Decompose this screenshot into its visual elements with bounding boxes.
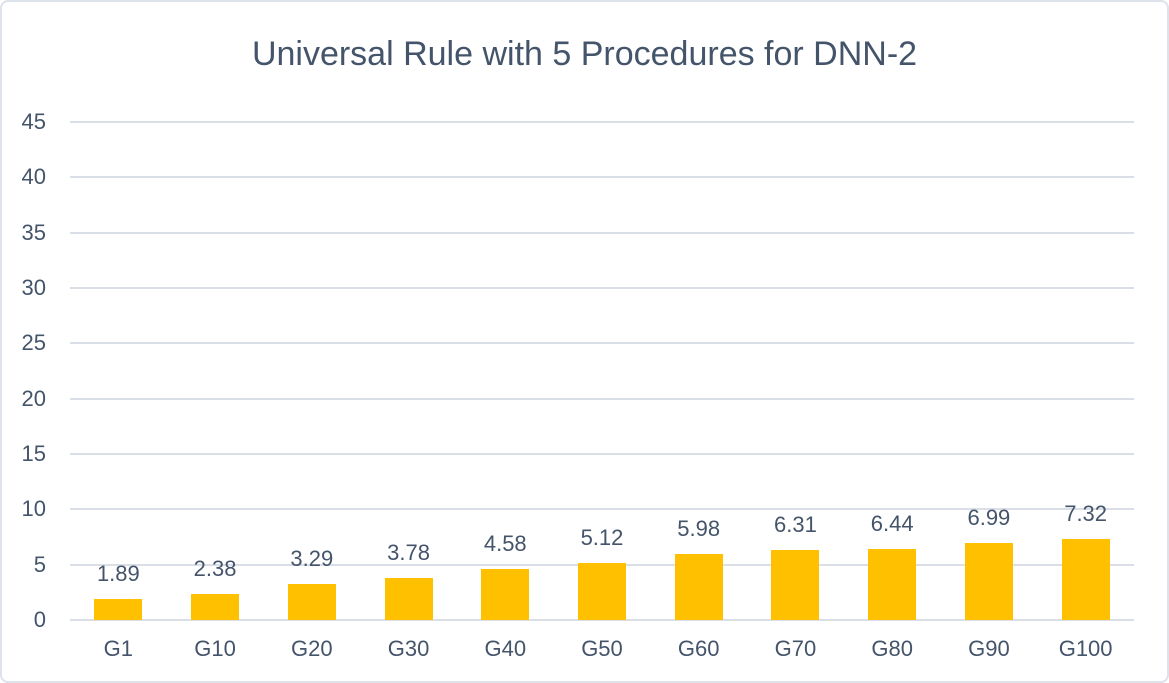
x-axis-tick-label: G30 [387, 636, 430, 661]
x-axis-tick-label: G20 [291, 636, 333, 661]
bar-column: 2.38 [167, 122, 264, 620]
x-axis-tick-label: G10 [194, 636, 236, 661]
data-label: 6.44 [870, 510, 914, 536]
bar [771, 550, 820, 620]
x-axis-tick-label: G100 [1058, 636, 1113, 661]
x-axis-tick-label: G70 [774, 636, 817, 661]
bar [577, 563, 626, 620]
gridline [70, 397, 1134, 400]
bar [287, 583, 336, 620]
plot-area: 1.89 2.38 3.29 3.78 4.58 5.12 5.98 6.31 6.44 6.99… [70, 121, 1134, 621]
y-axis-tick-label: 5 [33, 551, 46, 577]
x-axis: G1 G10 G20 G30 G40 G50 G60 G70 G80 G90 G100 [70, 637, 1134, 663]
y-axis-tick-label: 15 [21, 441, 46, 467]
y-axis-tick-label: 20 [21, 385, 46, 411]
data-label: 5.98 [677, 515, 721, 541]
y-axis-tick-label: 25 [21, 330, 46, 356]
x-axis-tick-label: G90 [968, 636, 1010, 661]
x-axis-tick-label: G60 [677, 636, 720, 661]
data-label: 5.12 [580, 525, 624, 551]
data-label: 7.32 [1064, 501, 1108, 526]
data-label: 1.89 [96, 561, 140, 587]
bar [94, 599, 143, 620]
bar [1061, 539, 1110, 620]
bar-column: 5.12 [554, 122, 651, 620]
bar-column: 1.89 [70, 122, 167, 620]
data-label: 3.29 [290, 545, 334, 571]
y-axis-tick-label: 35 [21, 219, 46, 245]
bar-column: 3.29 [263, 122, 360, 620]
gridline [70, 453, 1134, 456]
bar-column: 6.99 [941, 122, 1038, 620]
bar-column: 7.32 [1037, 122, 1134, 620]
x-axis-tick-label: G50 [581, 636, 623, 661]
bar-column: 4.58 [457, 122, 554, 620]
y-axis-tick-label: 0 [33, 607, 46, 632]
data-label: 2.38 [193, 555, 237, 581]
bar [384, 578, 433, 620]
y-axis: 0 5 10 15 20 25 30 35 40 45 [2, 110, 48, 632]
gridline [70, 342, 1134, 345]
x-axis-tick-label: G1 [103, 636, 134, 661]
gridline [70, 287, 1134, 290]
gridline [70, 231, 1134, 234]
x-axis-tick-label: G40 [484, 636, 527, 661]
gridline [70, 176, 1134, 179]
bar-column: 3.78 [360, 122, 457, 620]
bar [191, 593, 240, 620]
bar-column: 5.98 [650, 122, 747, 620]
bar [481, 569, 530, 620]
bar [964, 542, 1013, 620]
y-axis-tick-label: 30 [21, 275, 46, 301]
gridline [70, 619, 1134, 621]
y-axis-tick-label: 45 [21, 109, 46, 134]
gridline [70, 508, 1134, 511]
data-label: 3.78 [387, 540, 430, 566]
x-axis-tick-label: G80 [871, 636, 913, 661]
data-label: 6.99 [967, 504, 1011, 530]
data-label: 6.31 [774, 512, 817, 538]
chart-title: Universal Rule with 5 Procedures for DNN… [251, 35, 918, 73]
bar [674, 553, 723, 620]
gridline [70, 121, 1134, 123]
y-axis-tick-label: 40 [21, 164, 46, 190]
y-axis-tick-label: 10 [21, 496, 46, 522]
bar-column: 6.31 [747, 122, 844, 620]
bar-column: 6.44 [844, 122, 941, 620]
bar [868, 548, 917, 620]
data-label: 4.58 [483, 531, 527, 557]
